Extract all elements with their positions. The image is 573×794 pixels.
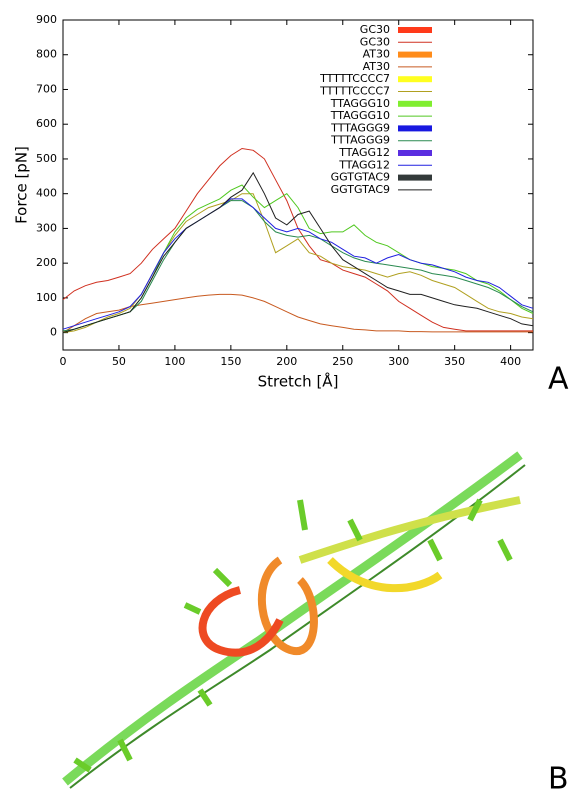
y-tick-label: 100 [36, 291, 57, 304]
series-line [62, 293, 533, 334]
x-tick-label: 50 [112, 355, 126, 368]
legend-label: TTTAGGG9 [330, 121, 390, 134]
x-tick-label: 400 [500, 355, 521, 368]
legend-key [398, 174, 432, 181]
bases [73, 498, 513, 773]
legend-label: TTTAGGG9 [330, 134, 390, 147]
molecule-image [62, 451, 526, 789]
legend-key [398, 76, 432, 83]
y-tick-label: 500 [36, 152, 57, 165]
helix [198, 586, 284, 657]
series-line [62, 171, 534, 334]
y-tick-label: 400 [36, 187, 57, 200]
legend-key [398, 150, 432, 156]
panel-label: B [548, 762, 569, 794]
legend-label: TTAGG12 [338, 146, 390, 159]
y-axis-label: Force [pN] [13, 146, 31, 224]
ribbon [298, 496, 521, 564]
legend-label: GGTGTAC9 [331, 171, 390, 184]
legend-label: TTAGGG10 [330, 97, 390, 110]
helix [257, 556, 318, 656]
y-tick-label: 900 [36, 13, 57, 26]
series-line [62, 198, 534, 330]
x-axis-label: Stretch [Å] [258, 372, 339, 391]
legend-label: GC30 [360, 35, 390, 48]
ribbon-edge [69, 464, 526, 789]
legend-key [398, 100, 432, 107]
legend-label: TTAGG12 [338, 158, 390, 171]
legend-label: TTAGGG10 [330, 109, 390, 122]
legend-label: GC30 [360, 23, 390, 36]
legend-label: AT30 [363, 60, 390, 73]
legend-key [398, 125, 432, 132]
x-tick-label: 150 [220, 355, 241, 368]
y-tick-label: 0 [50, 326, 57, 339]
y-tick-label: 700 [36, 82, 57, 95]
x-tick-label: 350 [444, 355, 465, 368]
panel-label: A [548, 362, 569, 397]
y-tick-label: 800 [36, 48, 57, 61]
x-tick-label: 300 [388, 355, 409, 368]
x-tick-label: 200 [276, 355, 297, 368]
legend-key [398, 51, 432, 58]
legend-label: TTTTTCCCC7 [319, 72, 390, 85]
series-line [62, 200, 534, 332]
legend-label: AT30 [363, 48, 390, 61]
ribbon [327, 557, 443, 593]
x-tick-label: 250 [332, 355, 353, 368]
plot-frame [62, 19, 534, 351]
legend-label: GGTGTAC9 [331, 183, 390, 196]
ribbon [62, 451, 523, 786]
x-tick-label: 100 [164, 355, 185, 368]
y-tick-label: 600 [36, 117, 57, 130]
y-tick-label: 300 [36, 221, 57, 234]
legend-label: TTTTTCCCC7 [319, 85, 390, 98]
x-tick-label: 0 [60, 355, 67, 368]
legend-key [398, 27, 432, 33]
y-tick-label: 200 [36, 256, 57, 269]
series-line [62, 184, 534, 334]
